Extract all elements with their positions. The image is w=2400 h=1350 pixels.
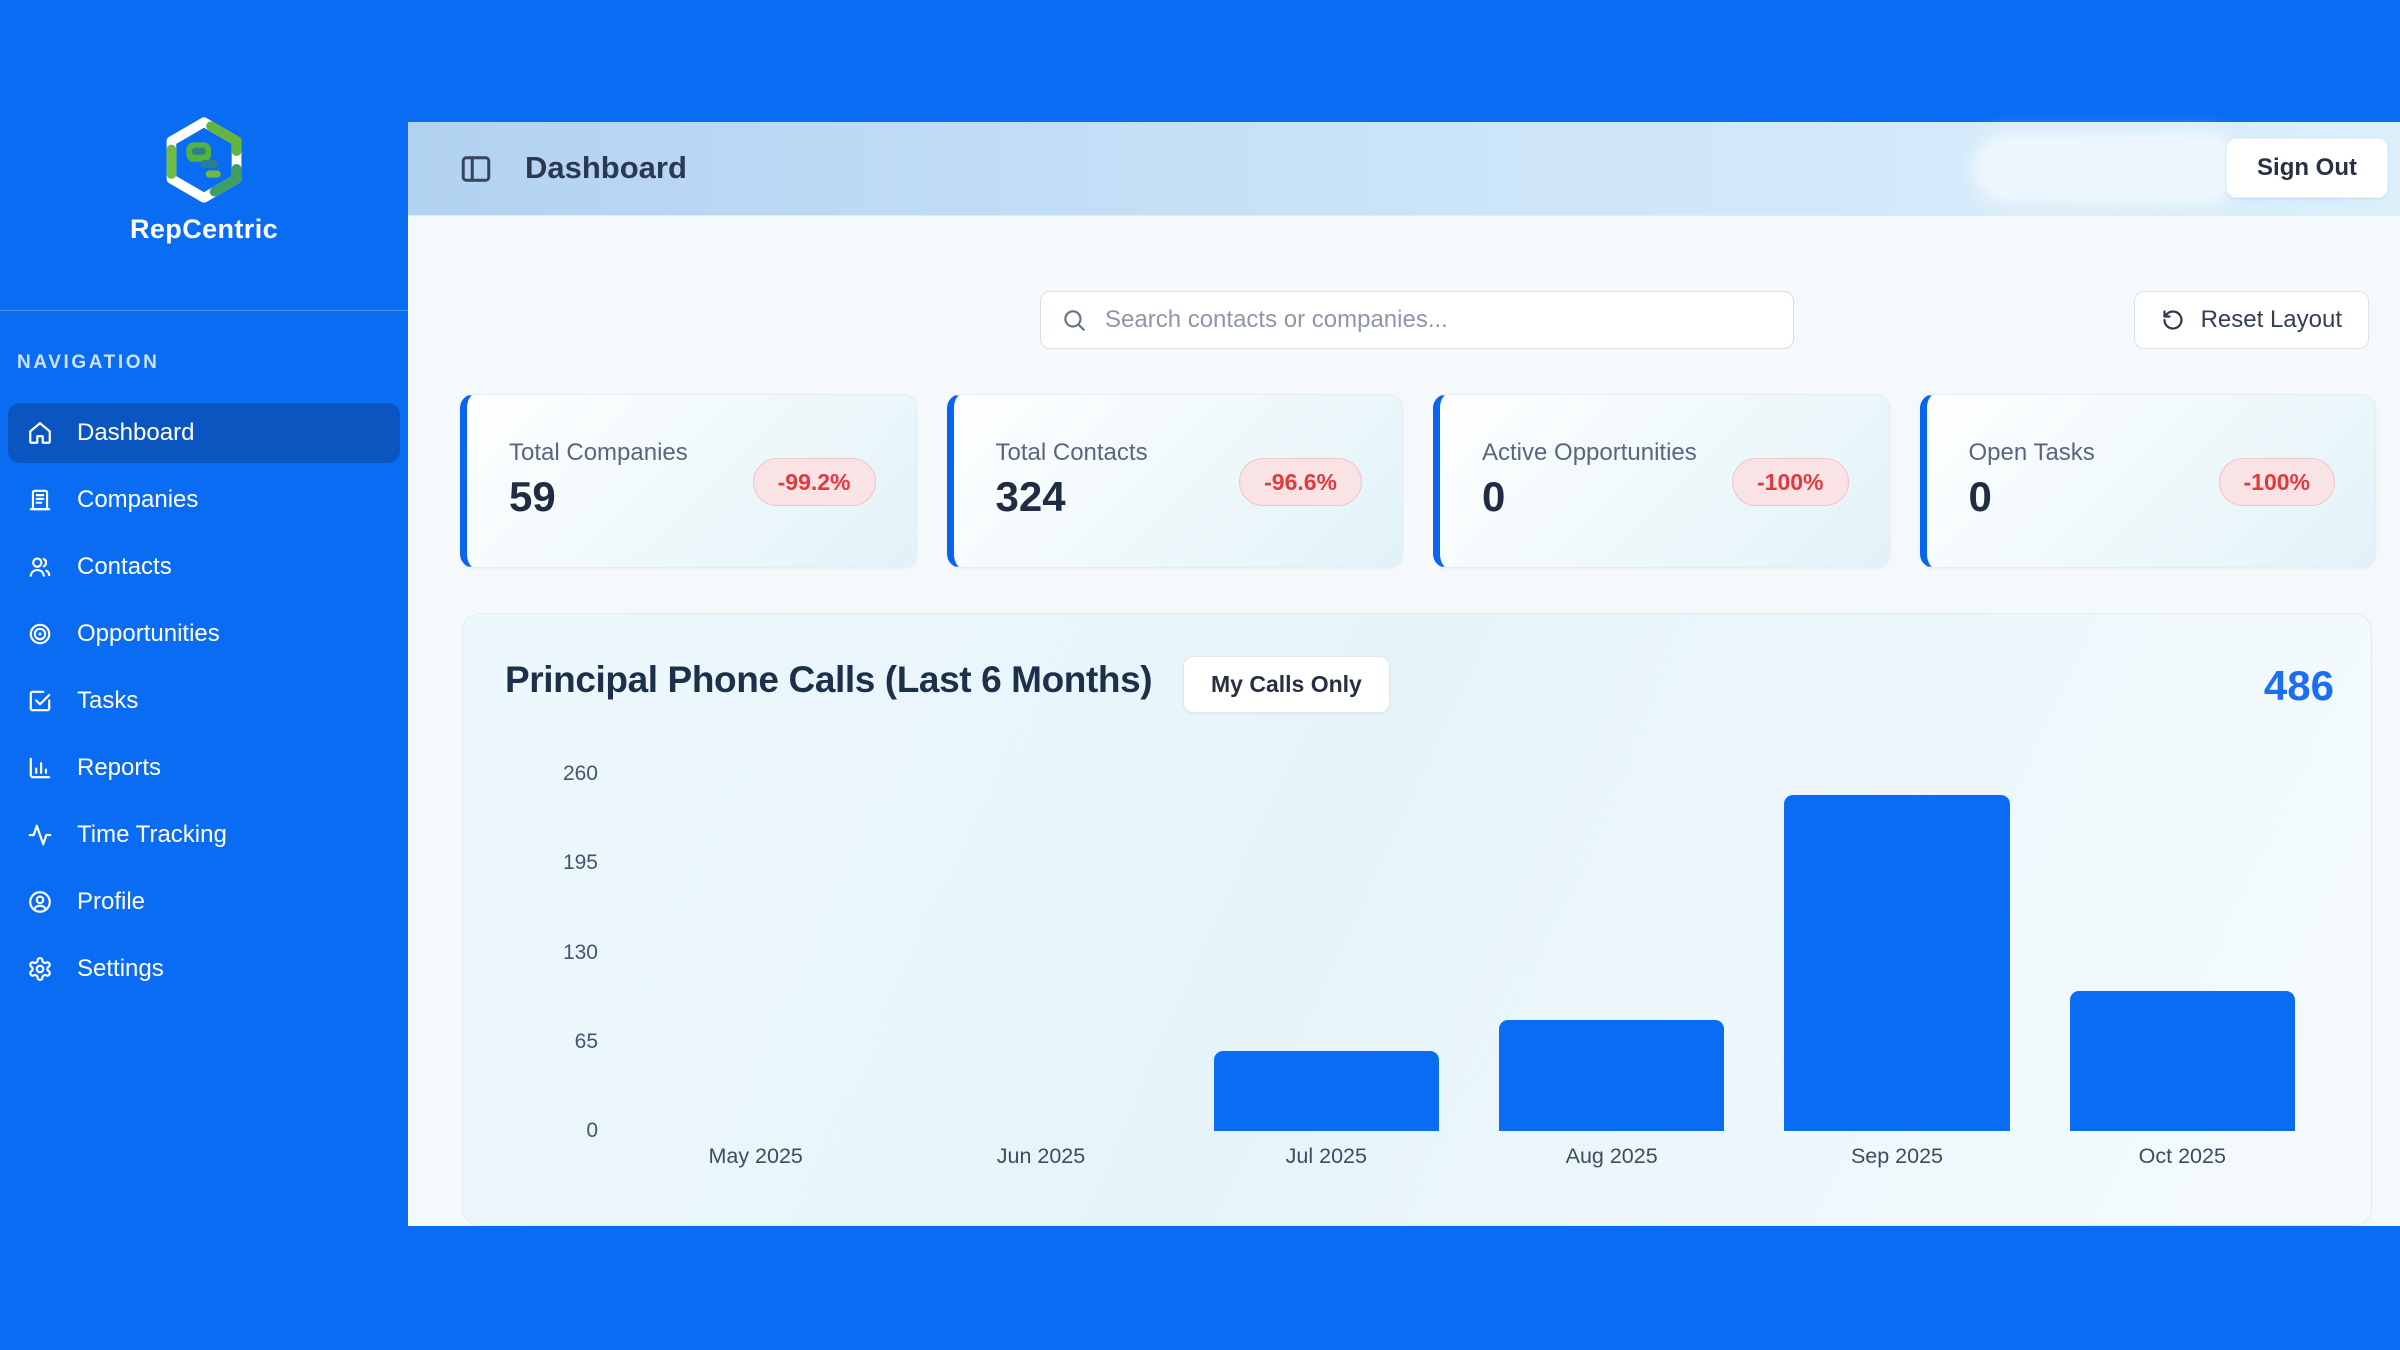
sidebar-item-opportunities[interactable]: Opportunities — [8, 604, 400, 664]
redacted-user-email-pill — [1977, 137, 2235, 200]
users-icon — [27, 554, 53, 580]
stat-change-badge: -96.6% — [1239, 458, 1362, 506]
chart-bar-sep-2025[interactable] — [1784, 794, 2010, 1131]
sidebar-nav: Dashboard Companies Contacts Opportunities T… — [8, 403, 400, 999]
search-icon — [1061, 307, 1087, 333]
sidebar-item-label: Contacts — [77, 553, 172, 580]
sidebar-item-reports[interactable]: Reports — [8, 738, 400, 798]
brand-name: RepCentric — [129, 214, 279, 244]
sidebar-item-dashboard[interactable]: Dashboard — [8, 403, 400, 463]
reset-layout-button[interactable]: Reset Layout — [2133, 291, 2369, 349]
y-axis-tick: 195 — [562, 851, 598, 875]
search-box[interactable] — [1040, 291, 1794, 349]
y-axis-tick: 260 — [562, 762, 598, 785]
stat-card-total-contacts: Total Contacts 324 -96.6% — [946, 394, 1403, 568]
repcentric-hexagon-logo-icon — [166, 117, 242, 203]
stat-card-active-opportunities: Active Opportunities 0 -100% — [1433, 394, 1890, 568]
gear-icon — [27, 956, 53, 982]
sidebar-item-settings[interactable]: Settings — [8, 939, 400, 999]
sidebar-item-label: Reports — [77, 754, 162, 781]
x-axis-label: May 2025 — [708, 1144, 803, 1168]
y-axis-tick: 0 — [586, 1119, 598, 1142]
panel-left-icon — [461, 156, 491, 182]
bar-slot — [613, 774, 898, 1131]
bar-slot — [1754, 774, 2039, 1131]
x-axis-label: Aug 2025 — [1565, 1144, 1658, 1168]
x-axis-label: Jun 2025 — [996, 1144, 1086, 1168]
stat-card-total-companies: Total Companies 59 -99.2% — [460, 394, 917, 568]
bar-slot — [1184, 774, 1469, 1131]
stat-label: Total Contacts — [995, 439, 1148, 466]
target-icon — [27, 621, 53, 647]
chart-bars — [613, 774, 2325, 1131]
my-calls-only-button[interactable]: My Calls Only — [1183, 656, 1390, 713]
bar-slot — [2040, 774, 2325, 1131]
sidebar-item-label: Dashboard — [77, 419, 195, 446]
stats-row: Total Companies 59 -99.2% Total Contacts 324… — [460, 394, 2376, 568]
x-axis-label: Jul 2025 — [1285, 1144, 1367, 1168]
stat-value: 0 — [1482, 473, 1506, 520]
home-icon — [27, 420, 53, 446]
sidebar-item-label: Settings — [77, 955, 164, 982]
sidebar-item-label: Profile — [77, 888, 146, 915]
sidebar: RepCentric NAVIGATION Dashboard Companies… — [0, 0, 408, 1350]
stat-value: 59 — [509, 473, 556, 520]
chart-total-value: 486 — [2263, 662, 2334, 709]
chart-bar-jul-2025[interactable] — [1213, 1051, 1440, 1131]
sidebar-item-label: Companies — [77, 486, 199, 513]
stat-label: Open Tasks — [1968, 439, 2095, 466]
stat-label: Active Opportunities — [1482, 439, 1697, 466]
x-axis-label: Oct 2025 — [2138, 1144, 2226, 1168]
stat-value: 324 — [995, 473, 1066, 520]
brand-logo-block: RepCentric — [0, 116, 408, 245]
x-axis-label: Sep 2025 — [1850, 1144, 1943, 1168]
rotate-ccw-icon — [2161, 308, 2185, 332]
chart-title: Principal Phone Calls (Last 6 Months) — [505, 659, 1153, 700]
reset-layout-label: Reset Layout — [2200, 306, 2342, 333]
sidebar-item-label: Opportunities — [77, 620, 220, 647]
top-header: Dashboard Sign Out — [408, 122, 2400, 215]
sidebar-item-tasks[interactable]: Tasks — [8, 671, 400, 731]
chart-bar-oct-2025[interactable] — [2069, 990, 2295, 1131]
stat-card-open-tasks: Open Tasks 0 -100% — [1919, 394, 2376, 568]
stat-label: Total Companies — [509, 439, 688, 466]
sidebar-item-profile[interactable]: Profile — [8, 872, 400, 932]
sidebar-item-label: Time Tracking — [77, 821, 227, 848]
stat-change-badge: -99.2% — [752, 458, 876, 506]
sign-out-button[interactable]: Sign Out — [2226, 138, 2388, 198]
page-title: Dashboard — [525, 150, 687, 185]
stat-value: 0 — [1968, 473, 1992, 520]
chart-x-axis: May 2025 Jun 2025 Jul 2025 Aug 2025 Sep 2025… — [613, 1144, 2325, 1169]
building-icon — [27, 487, 53, 513]
sidebar-item-companies[interactable]: Companies — [8, 470, 400, 530]
chart-card: Principal Phone Calls (Last 6 Months) My… — [462, 613, 2372, 1226]
sidebar-toggle-button[interactable] — [458, 151, 494, 187]
check-square-icon — [27, 688, 53, 714]
sidebar-item-time-tracking[interactable]: Time Tracking — [8, 805, 400, 865]
nav-section-label: NAVIGATION — [17, 352, 160, 373]
y-axis-tick: 65 — [574, 1029, 598, 1053]
bar-chart-icon — [27, 755, 53, 781]
sidebar-item-label: Tasks — [77, 687, 139, 714]
stat-change-badge: -100% — [2218, 458, 2335, 506]
main-content: Dashboard Sign Out Reset Layout Total Co… — [408, 122, 2400, 1226]
sidebar-item-contacts[interactable]: Contacts — [8, 537, 400, 597]
activity-icon — [27, 822, 53, 848]
bar-slot — [898, 774, 1183, 1131]
bar-slot — [1469, 774, 1754, 1131]
stat-change-badge: -100% — [1732, 458, 1849, 506]
search-input[interactable] — [1103, 305, 1773, 335]
user-circle-icon — [27, 889, 53, 915]
chart-bar-aug-2025[interactable] — [1498, 1019, 1725, 1131]
y-axis-tick: 130 — [562, 940, 598, 964]
sidebar-divider — [0, 310, 408, 311]
